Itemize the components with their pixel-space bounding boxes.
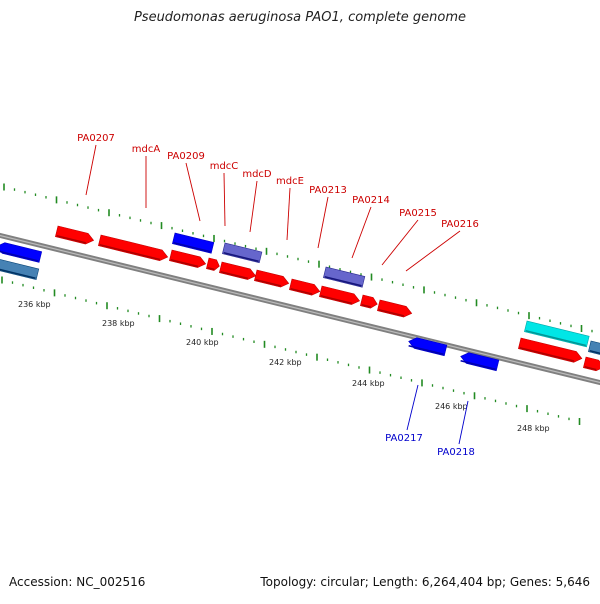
gene-reverse[interactable] [407,336,448,357]
gene-forward[interactable] [518,337,583,364]
gene-label-leader [458,400,469,445]
gene-other-shade [324,275,362,287]
gene-label-leader [405,230,461,272]
gene-forward[interactable] [289,278,321,297]
gene-forward[interactable] [583,356,600,372]
gene-label-forward[interactable]: mdcA [132,144,161,155]
gene-forward[interactable] [254,269,290,289]
gene-reverse-shade [460,359,496,371]
gene-steelblue[interactable] [0,258,40,281]
scale-label: 248 kbp [517,424,550,433]
genome-title: Pseudomonas aeruginosa PAO1, complete ge… [133,10,467,25]
gene-forward-shade [361,303,371,308]
genome-backbone-highlight [0,234,600,384]
gene-label-leader [249,180,258,233]
gene-steelblue-shade [589,349,600,356]
gene-label-leader [351,206,372,259]
gene-label-forward[interactable]: PA0214 [352,195,390,206]
gene-label-forward[interactable]: PA0215 [399,208,437,219]
scale-label: 244 kbp [352,379,385,388]
scale-label: 236 kbp [18,300,51,309]
gene-other-shade [223,251,259,263]
gene-label-leader [406,384,419,431]
gene-label-leader [185,162,201,222]
gene-rna-shade [525,329,587,347]
gene-forward[interactable] [98,234,169,262]
gene-steelblue[interactable] [588,340,600,357]
gene-label-forward[interactable]: PA0207 [77,133,115,144]
gene-steelblue-shade [0,267,36,280]
gene-other[interactable] [222,242,263,264]
gene-forward-shade [255,278,282,287]
gene-forward-shade [519,346,575,362]
gene-label-forward[interactable]: PA0216 [441,219,479,230]
gene-reverse[interactable] [459,351,500,372]
gene-forward[interactable] [55,225,95,246]
genome-summary-text: Topology: circular; Length: 6,264,404 bp… [260,575,590,589]
gene-label-forward[interactable]: mdcD [242,169,272,180]
gene-forward[interactable] [219,261,257,281]
gene-forward[interactable] [377,299,413,319]
gene-label-leader [223,172,226,227]
gene-other[interactable] [323,266,366,288]
gene-reverse-shade [408,344,444,356]
gene-label-reverse[interactable]: PA0218 [437,447,475,458]
gene-reverse-shade [0,249,39,262]
gene-label-forward[interactable]: PA0213 [309,185,347,196]
gene-label-leader [286,187,291,241]
gene-forward[interactable] [206,257,220,272]
scale-label: 240 kbp [186,338,219,347]
gene-reverse[interactable] [172,232,215,254]
gene-forward-shade [290,287,313,295]
gene-forward-shade [207,266,215,271]
gene-forward-shade [584,365,597,371]
gene-reverse-shade [173,241,211,253]
gene-label-reverse[interactable]: PA0217 [385,433,423,444]
scale-label: 246 kbp [435,402,468,411]
gene-label-forward[interactable]: mdcC [210,161,239,172]
gene-label-forward[interactable]: mdcE [276,176,304,187]
gene-forward[interactable] [319,285,361,306]
gene-forward-shade [220,270,249,280]
accession-text: Accession: NC_002516 [9,575,146,589]
gene-label-leader [381,219,419,266]
gene-forward-shade [320,294,352,305]
gene-forward[interactable] [169,249,207,269]
scale-label: 238 kbp [102,319,135,328]
gene-label-leader [85,144,97,196]
gene-label-leader [317,196,329,249]
gene-forward-shade [99,243,161,261]
gene-forward-shade [56,234,86,244]
gene-reverse[interactable] [0,241,43,263]
gene-forward-shade [170,258,199,268]
gene-label-forward[interactable]: PA0209 [167,151,205,162]
scale-label: 242 kbp [269,358,302,367]
gene-rna[interactable] [524,320,590,348]
gene-forward-shade [378,308,405,317]
